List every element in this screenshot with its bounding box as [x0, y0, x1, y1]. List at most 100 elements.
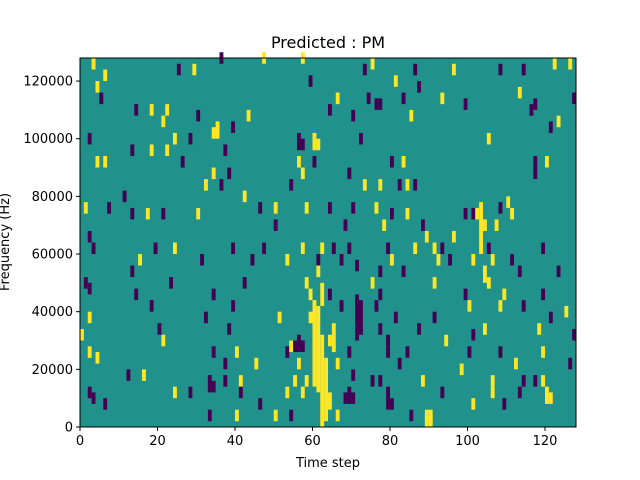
- heatmap-cell: [161, 334, 166, 347]
- heatmap-cell: [494, 219, 499, 231]
- heatmap-cell: [390, 207, 394, 220]
- heatmap-cell: [149, 104, 154, 116]
- heatmap-cell: [351, 109, 356, 122]
- x-axis-label: Time step: [295, 456, 360, 471]
- heatmap-cell: [180, 156, 185, 168]
- heatmap-band: [211, 127, 216, 139]
- y-tick-label: 20000: [32, 363, 73, 378]
- heatmap-cell: [242, 190, 247, 203]
- heatmap-cell: [521, 375, 526, 387]
- heatmap-cell: [149, 300, 154, 312]
- heatmap-cell: [258, 202, 263, 214]
- heatmap-cell: [463, 98, 468, 110]
- heatmap-cell: [548, 121, 553, 133]
- heatmap-cell: [490, 386, 495, 399]
- heatmap-cell: [386, 386, 391, 399]
- heatmap-cell: [308, 288, 313, 301]
- heatmap-cell: [533, 167, 538, 180]
- heatmap-cell: [173, 242, 177, 255]
- heatmap-cell: [320, 242, 325, 255]
- x-axis: 0 20 40 60 80 100 120: [76, 427, 558, 449]
- x-tick-label: 0: [76, 434, 84, 449]
- heatmap-cell: [498, 346, 503, 358]
- heatmap-cell: [541, 375, 546, 387]
- heatmap-cell: [405, 207, 410, 220]
- heatmap-cell: [452, 230, 456, 243]
- heatmap-band: [355, 294, 360, 341]
- y-tick-label: 0: [65, 421, 73, 436]
- heatmap-cell: [122, 190, 127, 203]
- heatmap-cell: [328, 104, 332, 116]
- heatmap-cell: [510, 254, 515, 266]
- heatmap-band: [103, 69, 108, 82]
- heatmap-cell: [378, 288, 383, 301]
- heatmap-cell: [382, 219, 387, 231]
- heatmap-cell: [378, 179, 383, 191]
- heatmap-cell: [297, 357, 301, 370]
- heatmap-cell: [285, 346, 290, 358]
- heatmap-cell: [231, 242, 236, 255]
- heatmap-band: [424, 415, 429, 427]
- heatmap-cell: [157, 323, 162, 335]
- heatmap-cell: [417, 81, 422, 93]
- heatmap-cell: [452, 63, 456, 76]
- heatmap-cell: [502, 398, 507, 410]
- heatmap-band: [479, 202, 484, 255]
- heatmap-cell: [91, 242, 96, 255]
- heatmap-cell: [103, 398, 108, 410]
- heatmap-cell: [568, 58, 573, 70]
- heatmap-cell: [312, 132, 317, 145]
- heatmap-cell: [517, 386, 522, 399]
- heatmap-cell: [188, 386, 193, 399]
- heatmap-cell: [87, 311, 92, 324]
- y-tick-label: 60000: [32, 248, 73, 263]
- heatmap-cell: [533, 375, 538, 387]
- heatmap-cell: [405, 179, 410, 191]
- heatmap-cell: [378, 375, 383, 387]
- heatmap-cell: [366, 92, 371, 105]
- heatmap-cell: [502, 288, 507, 301]
- heatmap-cell: [467, 346, 472, 358]
- heatmap-cell: [277, 311, 282, 324]
- heatmap-cell: [397, 357, 402, 370]
- heatmap-band: [390, 398, 394, 410]
- heatmap-cell: [475, 207, 480, 220]
- heatmap-cell: [521, 300, 526, 312]
- heatmap-cell: [510, 207, 515, 220]
- heatmap-cell: [308, 75, 313, 87]
- heatmap-band: [328, 392, 332, 410]
- heatmap-cell: [444, 334, 449, 347]
- heatmap-cell: [498, 202, 503, 214]
- heatmap-cell: [204, 311, 208, 324]
- heatmap-cell: [227, 167, 232, 180]
- heatmap-cell: [397, 179, 402, 191]
- y-tick-label: 80000: [32, 190, 73, 205]
- heatmap-cell: [316, 265, 321, 278]
- heatmap-cell: [517, 265, 522, 278]
- heatmap-cells: [80, 52, 577, 427]
- heatmap-cell: [134, 104, 139, 116]
- heatmap-cell: [541, 242, 546, 255]
- heatmap-cell: [351, 202, 356, 214]
- heatmap-cell: [432, 311, 437, 324]
- heatmap-cell: [471, 398, 476, 410]
- heatmap-cell: [273, 219, 278, 231]
- heatmap-cell: [328, 288, 332, 301]
- heatmap-cell: [351, 369, 356, 381]
- heatmap-cell: [176, 63, 181, 76]
- heatmap-cell: [378, 265, 383, 278]
- heatmap-cell: [545, 156, 549, 168]
- heatmap-cell: [262, 242, 267, 255]
- heatmap-cell: [246, 109, 251, 122]
- y-axis: 0 20000 40000 60000 80000 100000 120000: [23, 75, 80, 436]
- heatmap-cell: [506, 196, 511, 208]
- heatmap-cell: [421, 219, 425, 231]
- x-tick-label: 120: [533, 434, 558, 449]
- heatmap-cell: [293, 375, 298, 387]
- heatmap-cell: [130, 144, 135, 157]
- heatmap-cell: [370, 277, 375, 289]
- y-tick-label: 100000: [23, 132, 73, 147]
- heatmap-cell: [149, 144, 154, 157]
- heatmap-band: [374, 98, 379, 110]
- heatmap-cell: [297, 334, 301, 347]
